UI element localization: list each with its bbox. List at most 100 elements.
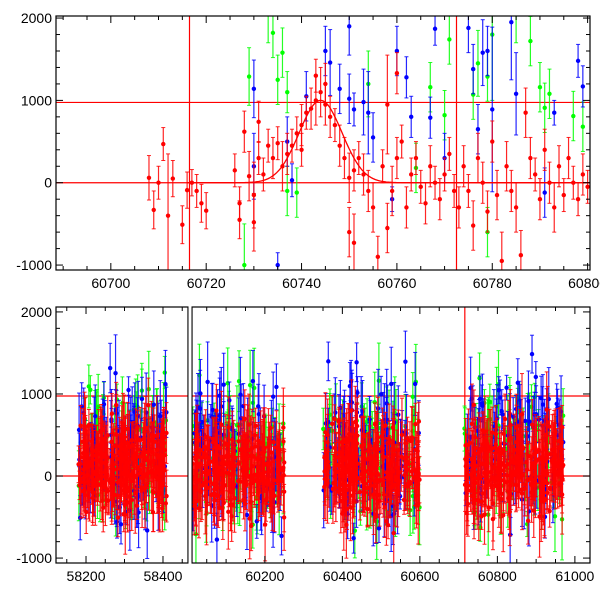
data-point-blue — [509, 16, 514, 81]
data-point — [210, 407, 215, 413]
data-point-blue — [432, 16, 438, 46]
data-point-red — [162, 441, 168, 469]
data-point — [84, 509, 89, 515]
data-point — [409, 114, 414, 120]
data-point-blue — [428, 96, 433, 139]
data-point-red — [146, 155, 152, 201]
data-point-red — [428, 145, 433, 188]
data-point-red — [146, 377, 151, 433]
data-point-blue — [404, 56, 409, 99]
data-point-blue — [327, 29, 333, 96]
data-point-blue — [337, 63, 342, 115]
data-point — [86, 422, 92, 428]
series-red — [76, 377, 169, 555]
data-point-red — [323, 62, 328, 106]
data-point — [109, 411, 115, 416]
data-point — [537, 85, 543, 90]
data-point — [162, 452, 168, 458]
data-point — [101, 505, 106, 510]
data-point — [532, 172, 538, 177]
data-point-red — [170, 159, 176, 198]
data-point — [118, 452, 124, 458]
data-point — [518, 252, 524, 258]
data-point — [456, 205, 462, 210]
data-point — [232, 168, 237, 173]
data-point-red — [418, 169, 423, 204]
data-point — [347, 229, 352, 235]
data-point — [428, 164, 433, 169]
data-point-green — [442, 90, 447, 141]
data-point — [180, 222, 185, 227]
x-tick-label: 60700 — [91, 275, 130, 291]
data-point — [121, 511, 126, 517]
data-point-blue — [542, 167, 547, 218]
data-point — [160, 506, 165, 511]
data-point-red — [575, 182, 581, 217]
data-point-red — [237, 186, 242, 221]
data-point — [256, 155, 261, 161]
data-point — [118, 522, 124, 527]
data-point — [161, 141, 166, 147]
data-point-blue — [480, 19, 485, 87]
data-point-red — [504, 141, 509, 192]
data-point — [244, 512, 250, 518]
data-point — [394, 48, 400, 54]
data-point — [528, 155, 533, 161]
data-point-blue — [251, 59, 257, 119]
data-point-red — [528, 136, 533, 180]
data-point — [270, 394, 276, 399]
data-point — [327, 114, 333, 120]
data-point-blue — [274, 363, 279, 411]
data-point-red — [124, 441, 130, 502]
data-point-red — [523, 87, 528, 138]
data-point-blue — [466, 16, 471, 54]
data-point — [499, 258, 504, 264]
data-point-blue — [370, 112, 376, 163]
series-blue — [251, 16, 586, 270]
data-point-green — [537, 62, 543, 113]
data-point-red — [513, 182, 519, 233]
data-point-red — [294, 116, 299, 151]
data-point — [151, 207, 156, 213]
data-point — [90, 495, 95, 501]
data-point — [115, 515, 121, 520]
data-point — [194, 188, 199, 194]
data-point — [575, 196, 581, 202]
data-point-red — [80, 407, 86, 476]
data-point — [124, 469, 130, 474]
data-point-blue — [227, 381, 232, 420]
data-point — [129, 497, 134, 503]
data-point-blue — [347, 16, 352, 56]
data-point-red — [102, 425, 108, 501]
data-point-red — [78, 432, 84, 515]
data-point — [361, 99, 366, 105]
data-point-red — [366, 169, 371, 213]
data-point — [145, 528, 150, 533]
data-point — [404, 75, 409, 80]
data-point-red — [385, 202, 390, 254]
data-point-red — [342, 136, 347, 180]
data-point-red — [337, 124, 342, 167]
data-point-red — [409, 157, 414, 192]
data-point — [152, 439, 157, 444]
data-point-red — [466, 173, 471, 208]
data-point — [299, 147, 304, 152]
data-point — [504, 164, 509, 169]
data-point — [227, 398, 232, 403]
data-point — [580, 124, 586, 129]
data-point — [466, 25, 471, 31]
data-point-blue — [107, 342, 113, 394]
data-point — [94, 473, 99, 479]
data-point — [146, 402, 151, 408]
data-point — [552, 514, 558, 519]
data-point-red — [585, 169, 590, 204]
data-point — [480, 50, 485, 55]
data-point — [237, 201, 242, 206]
data-point — [294, 190, 299, 195]
data-point — [351, 240, 357, 246]
data-point — [270, 155, 276, 161]
data-point — [265, 143, 271, 148]
data-point — [250, 378, 256, 384]
data-point-red — [351, 149, 357, 192]
data-point — [442, 172, 447, 177]
